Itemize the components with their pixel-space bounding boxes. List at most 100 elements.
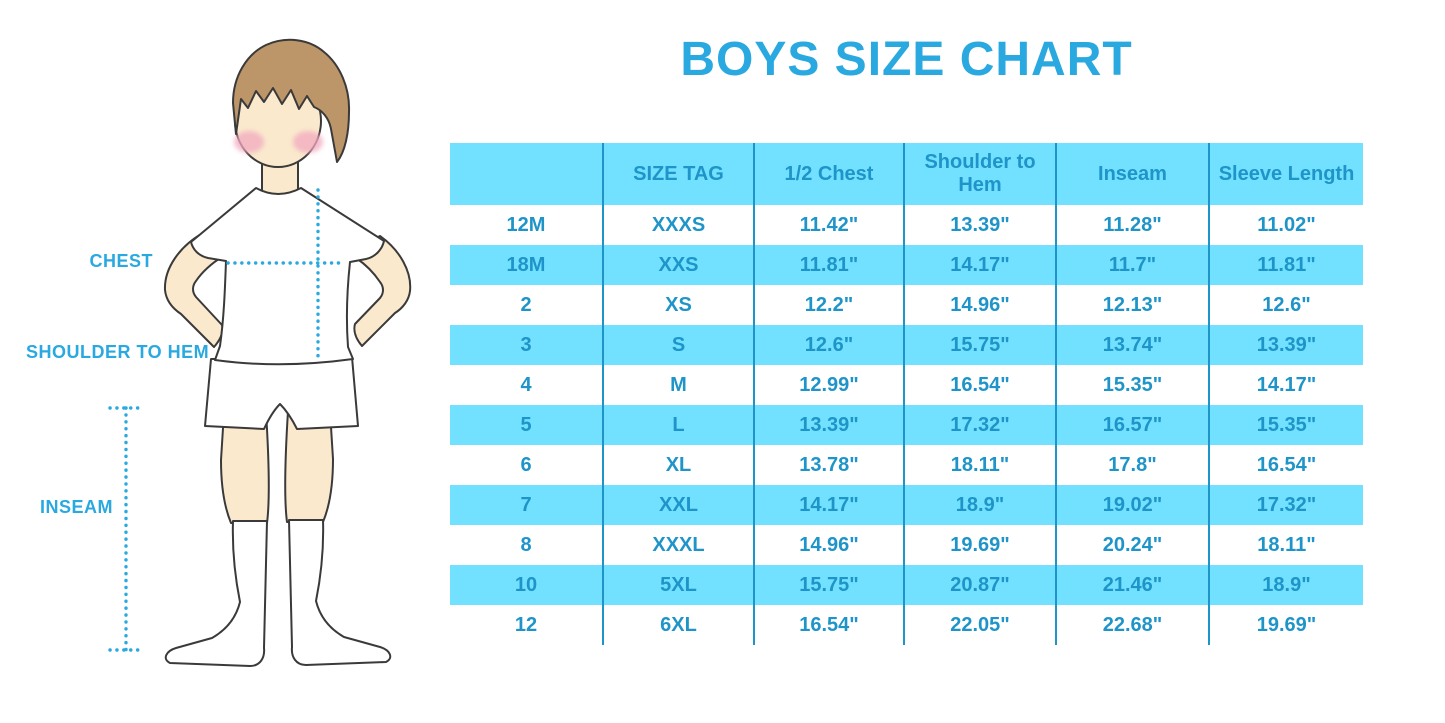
cell-sleeve-length: 13.39" <box>1208 325 1363 365</box>
boy-hair <box>232 38 351 163</box>
cell-size-tag: 6XL <box>602 605 753 645</box>
table-row: 8 XXXL 14.96" 19.69" 20.24" 18.11" <box>450 525 1363 565</box>
table-row: 7 XXL 14.17" 18.9" 19.02" 17.32" <box>450 485 1363 525</box>
cell-half-chest: 11.42" <box>753 205 903 245</box>
cell-sleeve-length: 16.54" <box>1208 445 1363 485</box>
cell-inseam: 20.24" <box>1055 525 1208 565</box>
cell-sleeve-length: 11.02" <box>1208 205 1363 245</box>
cell-shoulder-to-hem: 14.17" <box>903 245 1055 285</box>
boy-measurement-figure <box>108 38 412 667</box>
cell-shoulder-to-hem: 13.39" <box>903 205 1055 245</box>
cell-half-chest: 14.96" <box>753 525 903 565</box>
cell-size-tag: M <box>602 365 753 405</box>
cell-shoulder-to-hem: 19.69" <box>903 525 1055 565</box>
cell-inseam: 17.8" <box>1055 445 1208 485</box>
cell-size-tag: XL <box>602 445 753 485</box>
cell-half-chest: 11.81" <box>753 245 903 285</box>
cell-size: 10 <box>514 573 538 596</box>
header-inseam: Inseam <box>1055 143 1208 205</box>
boy-t-shirt <box>190 187 385 366</box>
cell-size: 12 <box>514 613 538 636</box>
cell-half-chest: 12.99" <box>753 365 903 405</box>
shoulder-to-hem-label: SHOULDER TO HEM <box>26 342 210 362</box>
boy-cheek-right <box>293 131 323 153</box>
cell-inseam: 16.57" <box>1055 405 1208 445</box>
table-row: 3 S 12.6" 15.75" 13.74" 13.39" <box>450 325 1363 365</box>
cell-shoulder-to-hem: 18.9" <box>903 485 1055 525</box>
cell-size: 6 <box>520 453 532 476</box>
cell-inseam: 15.35" <box>1055 365 1208 405</box>
cell-size-tag: 5XL <box>602 565 753 605</box>
cell-size: 3 <box>520 333 532 356</box>
cell-inseam: 11.7" <box>1055 245 1208 285</box>
cell-size-tag: XXXL <box>602 525 753 565</box>
cell-inseam: 22.68" <box>1055 605 1208 645</box>
table-row: 2 XS 12.2" 14.96" 12.13" 12.6" <box>450 285 1363 325</box>
cell-half-chest: 12.2" <box>753 285 903 325</box>
chest-label: CHEST <box>89 251 153 271</box>
cell-inseam: 19.02" <box>1055 485 1208 525</box>
cell-inseam: 21.46" <box>1055 565 1208 605</box>
cell-half-chest: 13.39" <box>753 405 903 445</box>
cell-half-chest: 16.54" <box>753 605 903 645</box>
cell-sleeve-length: 18.11" <box>1208 525 1363 565</box>
table-row: 5 L 13.39" 17.32" 16.57" 15.35" <box>450 405 1363 445</box>
cell-size: 2 <box>520 293 532 316</box>
cell-sleeve-length: 19.69" <box>1208 605 1363 645</box>
table-row: 10 5XL 15.75" 20.87" 21.46" 18.9" <box>450 565 1363 605</box>
table-row: 18M XXS 11.81" 14.17" 11.7" 11.81" <box>450 245 1363 285</box>
cell-half-chest: 13.78" <box>753 445 903 485</box>
cell-half-chest: 14.17" <box>753 485 903 525</box>
cell-size: 12M <box>506 213 546 236</box>
cell-shoulder-to-hem: 20.87" <box>903 565 1055 605</box>
cell-size: 8 <box>520 533 532 556</box>
table-header-row: SIZE TAG 1/2 Chest Shoulder to Hem Insea… <box>450 143 1363 205</box>
boy-socks <box>164 519 392 667</box>
cell-inseam: 11.28" <box>1055 205 1208 245</box>
cell-sleeve-length: 15.35" <box>1208 405 1363 445</box>
cell-sleeve-length: 14.17" <box>1208 365 1363 405</box>
header-empty <box>450 143 602 205</box>
cell-half-chest: 15.75" <box>753 565 903 605</box>
cell-inseam: 12.13" <box>1055 285 1208 325</box>
boy-cheek-left <box>234 131 264 153</box>
cell-size: 18M <box>506 253 546 276</box>
cell-sleeve-length: 18.9" <box>1208 565 1363 605</box>
cell-size-tag: XXS <box>602 245 753 285</box>
cell-size-tag: XXXS <box>602 205 753 245</box>
cell-sleeve-length: 11.81" <box>1208 245 1363 285</box>
inseam-label: INSEAM <box>40 497 114 517</box>
cell-size: 5 <box>520 413 532 436</box>
cell-shoulder-to-hem: 17.32" <box>903 405 1055 445</box>
cell-size: 7 <box>520 493 532 516</box>
cell-sleeve-length: 12.6" <box>1208 285 1363 325</box>
header-sleeve-length: Sleeve Length <box>1208 143 1363 205</box>
table-row: 12M XXXS 11.42" 13.39" 11.28" 11.02" <box>450 205 1363 245</box>
cell-shoulder-to-hem: 22.05" <box>903 605 1055 645</box>
header-shoulder-to-hem: Shoulder to Hem <box>903 143 1055 205</box>
table-row: 12 6XL 16.54" 22.05" 22.68" 19.69" <box>450 605 1363 645</box>
cell-size: 4 <box>520 373 532 396</box>
cell-sleeve-length: 17.32" <box>1208 485 1363 525</box>
cell-size-tag: L <box>602 405 753 445</box>
boy-shorts <box>204 356 359 430</box>
page-title: BOYS SIZE CHART <box>680 33 1133 86</box>
cell-size-tag: XXL <box>602 485 753 525</box>
cell-shoulder-to-hem: 16.54" <box>903 365 1055 405</box>
size-table: SIZE TAG 1/2 Chest Shoulder to Hem Insea… <box>450 143 1363 645</box>
table-row: 6 XL 13.78" 18.11" 17.8" 16.54" <box>450 445 1363 485</box>
cell-inseam: 13.74" <box>1055 325 1208 365</box>
cell-half-chest: 12.6" <box>753 325 903 365</box>
cell-size-tag: S <box>602 325 753 365</box>
cell-shoulder-to-hem: 14.96" <box>903 285 1055 325</box>
boy-legs <box>220 410 334 524</box>
measurement-lines <box>108 188 346 652</box>
cell-shoulder-to-hem: 15.75" <box>903 325 1055 365</box>
table-row: 4 M 12.99" 16.54" 15.35" 14.17" <box>450 365 1363 405</box>
header-size-tag: SIZE TAG <box>602 143 753 205</box>
header-half-chest: 1/2 Chest <box>753 143 903 205</box>
cell-size-tag: XS <box>602 285 753 325</box>
boy-head <box>232 38 351 168</box>
cell-shoulder-to-hem: 18.11" <box>903 445 1055 485</box>
